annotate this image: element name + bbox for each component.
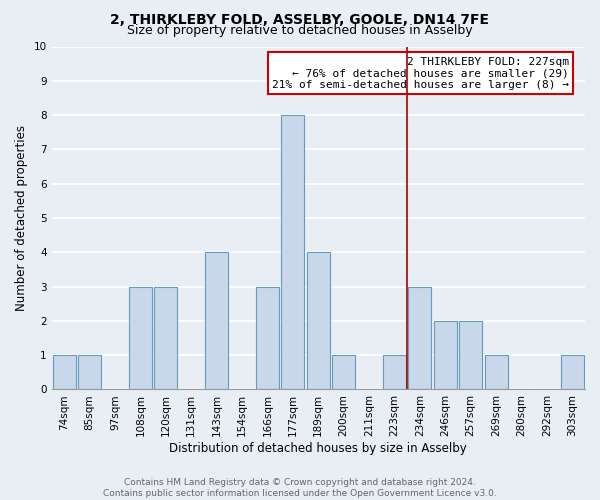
Bar: [409, 286, 431, 390]
Bar: [307, 252, 330, 390]
Bar: [561, 355, 584, 390]
Bar: [281, 115, 304, 390]
Text: 2 THIRKLEBY FOLD: 227sqm
← 76% of detached houses are smaller (29)
21% of semi-d: 2 THIRKLEBY FOLD: 227sqm ← 76% of detach…: [272, 57, 569, 90]
Bar: [383, 355, 406, 390]
Bar: [53, 355, 76, 390]
Y-axis label: Number of detached properties: Number of detached properties: [15, 125, 28, 311]
Text: 2, THIRKLEBY FOLD, ASSELBY, GOOLE, DN14 7FE: 2, THIRKLEBY FOLD, ASSELBY, GOOLE, DN14 …: [110, 12, 490, 26]
Bar: [485, 355, 508, 390]
Bar: [459, 321, 482, 390]
Bar: [256, 286, 279, 390]
Bar: [332, 355, 355, 390]
Bar: [434, 321, 457, 390]
Bar: [129, 286, 152, 390]
Text: Contains HM Land Registry data © Crown copyright and database right 2024.
Contai: Contains HM Land Registry data © Crown c…: [103, 478, 497, 498]
Bar: [205, 252, 228, 390]
Text: Size of property relative to detached houses in Asselby: Size of property relative to detached ho…: [127, 24, 473, 37]
X-axis label: Distribution of detached houses by size in Asselby: Distribution of detached houses by size …: [169, 442, 467, 455]
Bar: [154, 286, 177, 390]
Bar: [78, 355, 101, 390]
